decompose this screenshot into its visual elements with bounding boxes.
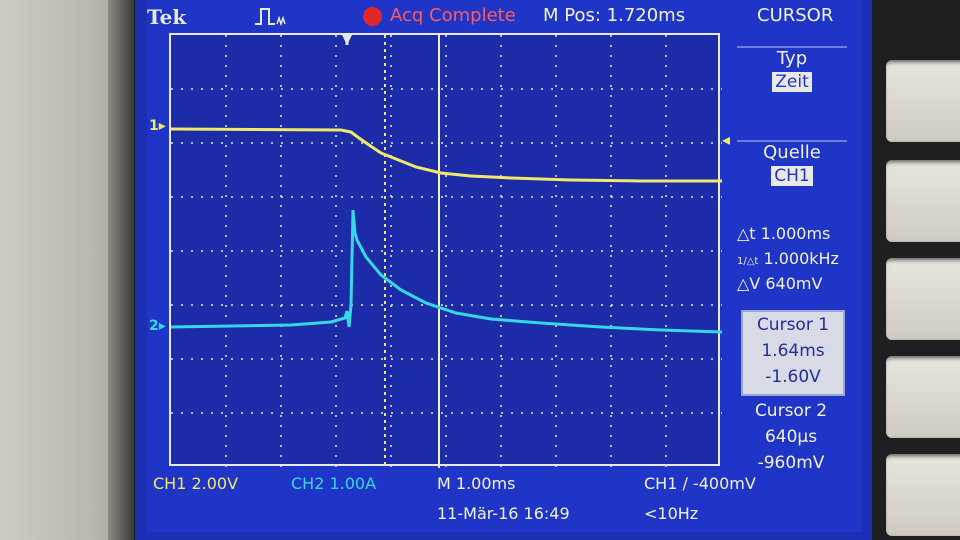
scope-bezel-left [0,0,128,540]
acquisition-stopped-icon [363,7,382,26]
ch2-ground-marker: 2▸ [149,318,166,334]
trigger-readout: CH1 ∕ -400mV [644,474,756,493]
cursor-2-item[interactable]: Cursor 2 640µs -960mV [741,398,841,480]
side-menu-button-3[interactable] [886,258,960,340]
source-menu-item[interactable]: Quelle CH1 [737,140,847,216]
graticule-svg [171,35,722,468]
side-menu-button-5[interactable] [886,454,960,536]
delta-time-readout: △t 1.000ms [737,224,831,243]
cursor-1-voltage: -1.60V [765,367,821,387]
grid-lines [171,35,722,468]
trigger-frequency: <10Hz [644,504,699,523]
type-value: Zeit [772,72,812,92]
cursor-2-label: Cursor 2 [754,401,828,421]
oscilloscope-screen: Tek Acq Complete M Pos: 1.720ms CURSOR 1… [135,0,872,540]
date-time: 11-Mär-16 16:49 [437,504,570,523]
trigger-level-icon: ◂ [722,130,731,149]
ch1-waveform [171,127,722,183]
display-area: Tek Acq Complete M Pos: 1.720ms CURSOR 1… [147,0,862,532]
side-menu-button-4[interactable] [886,356,960,438]
ch1-scale: CH1 2.00V [153,474,239,493]
top-status-bar: Tek Acq Complete M Pos: 1.720ms CURSOR [147,0,862,32]
cursor-1-time: 1.64ms [761,341,825,361]
side-menu-button-1[interactable] [886,60,960,142]
menu-title: CURSOR [757,5,834,26]
acquisition-status: Acq Complete [390,5,516,26]
waveform-graticule [169,33,722,468]
delta-voltage-readout: △V 640mV [737,274,823,293]
ch2-waveform [171,209,722,334]
cursor-1-item[interactable]: Cursor 1 1.64ms -1.60V [741,310,845,396]
side-menu-button-2[interactable] [886,160,960,242]
ch2-scale: CH2 1.00A [291,474,377,493]
cursor-2-voltage: -960mV [757,453,825,473]
bezel-shadow [108,0,134,540]
source-value: CH1 [771,166,813,186]
trigger-state-icon [255,8,286,26]
timebase: M 1.00ms [437,474,516,493]
type-label: Typ [776,48,808,69]
cursor-1-label: Cursor 1 [756,315,830,335]
horizontal-position: M Pos: 1.720ms [543,5,686,26]
source-label: Quelle [763,142,821,163]
delta-frequency-readout: 1/△t 1.000kHz [737,249,839,268]
ch1-ground-marker: 1▸ [149,118,166,134]
type-menu-item[interactable]: Typ Zeit [737,46,847,122]
cursor-side-menu: Typ Zeit Quelle CH1 △t 1.000ms 1/△t 1.00… [737,32,862,532]
cursor-2-time: 640µs [764,427,818,447]
brand-logo: Tek [147,5,187,29]
